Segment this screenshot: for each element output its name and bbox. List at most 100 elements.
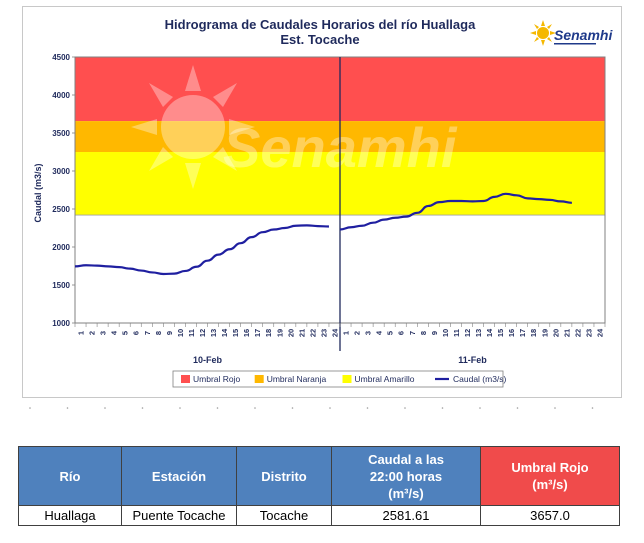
header-caudal-line3: (m³/s) [388, 485, 424, 501]
x-tick-label-0-7: 8 [154, 331, 163, 335]
x-tick-label-0-5: 6 [132, 331, 141, 335]
x-tick-label-0-3: 4 [110, 330, 119, 335]
header-distrito: Distrito [236, 446, 332, 506]
y-tick-label-2: 2000 [52, 243, 70, 252]
x-tick-label-1-23: 24 [595, 328, 604, 337]
x-tick-label-0-8: 9 [165, 331, 174, 335]
x-tick-label-0-19: 20 [286, 329, 295, 337]
header-estacion: Estación [121, 446, 237, 506]
hydrograph-chart: Hidrograma de Caudales Horarios del río … [33, 17, 613, 388]
x-tick-label-1-4: 5 [386, 331, 395, 335]
x-tick-label-0-9: 10 [176, 329, 185, 337]
header-caudal-line1: Caudal a las [368, 451, 444, 467]
x-tick-label-1-8: 9 [430, 331, 439, 335]
y-tick-label-7: 4500 [52, 53, 70, 62]
header-caudal-line2: 22:00 horas [369, 468, 443, 484]
separator-dot [104, 407, 106, 409]
x-tick-label-0-16: 17 [253, 329, 262, 337]
y-tick-label-1: 1500 [52, 281, 70, 290]
header-rio: Río [18, 446, 122, 506]
separator-dot [366, 407, 369, 409]
x-tick-label-1-13: 14 [485, 328, 494, 337]
x-tick-label-1-21: 22 [573, 329, 582, 337]
y-axis-ticks: 1000 1500 2000 2500 3000 3500 4000 4500 [52, 53, 75, 328]
y-tick-label-5: 3500 [52, 129, 70, 138]
x-tick-label-0-12: 13 [209, 329, 218, 337]
legend-label-2: Umbral Amarillo [355, 374, 415, 384]
y-tick-label-6: 4000 [52, 91, 70, 100]
x-axis-ticks: 1 2 3 4 5 6 7 8 9 10 11 12 13 14 15 16 17 18 19 20 21 22 23 24 1… [74, 323, 606, 337]
header-umbral-line2: (m³/s) [532, 477, 568, 492]
x-tick-label-0-20: 21 [297, 329, 306, 337]
x-axis-days: 10-Feb 11-Feb [193, 355, 487, 365]
watermark-sun-icon [131, 65, 255, 189]
x-tick-label-0-1: 2 [88, 331, 97, 335]
y-tick-label-4: 3000 [52, 167, 70, 176]
x-tick-label-0-4: 5 [121, 331, 130, 335]
header-umbral-line1: Umbral Rojo [511, 460, 589, 475]
separator-dot [554, 407, 556, 409]
x-tick-label-0-6: 7 [143, 331, 152, 335]
x-tick-label-0-22: 23 [319, 329, 328, 337]
chart-legend: Umbral Rojo Umbral Naranja Umbral Amarillo… [172, 370, 507, 388]
x-tick-label-1-7: 8 [419, 331, 428, 335]
cell-umbral: 3657.0 [480, 505, 620, 526]
x-tick-label-0-0: 1 [77, 331, 86, 335]
series-line-day2 [339, 192, 572, 231]
separator-dot [441, 407, 444, 409]
cell-caudal: 2581.61 [331, 505, 481, 526]
chart-title: Hidrograma de Caudales Horarios del río … [165, 17, 476, 32]
separator-dot [479, 407, 481, 409]
x-tick-label-0-21: 22 [308, 329, 317, 337]
table-header-row: Río Estación Distrito Caudal a las 22:00… [18, 446, 620, 506]
x-tick-label-1-16: 17 [518, 329, 527, 337]
x-tick-label-0-14: 15 [231, 329, 240, 337]
cell-rio: Huallaga [18, 505, 122, 526]
x-tick-label-1-17: 18 [529, 329, 538, 337]
day-label-1: 11-Feb [458, 355, 487, 365]
series-caudal [74, 192, 572, 276]
x-tick-label-1-12: 13 [474, 329, 483, 337]
y-tick-label-3: 2500 [52, 205, 70, 214]
x-tick-label-0-17: 18 [264, 329, 273, 337]
x-tick-label-1-18: 19 [540, 329, 549, 337]
legend-swatch-1 [254, 375, 264, 383]
legend-label-caudal: Caudal (m3/s) [453, 374, 507, 384]
y-axis-label: Caudal (m3/s) [33, 163, 43, 222]
x-tick-label-1-0: 1 [342, 331, 351, 335]
legend-swatch-2 [342, 375, 352, 383]
table-row: Huallaga Puente Tocache Tocache 2581.61 … [18, 505, 620, 526]
x-tick-label-1-20: 21 [562, 329, 571, 337]
separator-dot [29, 407, 31, 409]
cell-distrito: Tocache [236, 505, 332, 526]
x-tick-label-1-11: 12 [463, 329, 472, 337]
x-tick-label-1-5: 6 [397, 331, 406, 335]
series-line-day1 [74, 224, 329, 276]
x-tick-label-1-22: 23 [584, 329, 593, 337]
chart-subtitle: Est. Tocache [280, 32, 359, 47]
separator-dot [216, 407, 219, 409]
x-tick-label-0-15: 16 [242, 329, 251, 337]
separator-dot [179, 407, 181, 409]
sun-icon [530, 20, 556, 46]
station-info-table: Río Estación Distrito Caudal a las 22:00… [18, 446, 620, 526]
cell-estacion: Puente Tocache [121, 505, 237, 526]
x-tick-label-0-2: 3 [99, 331, 108, 335]
x-tick-label-1-19: 20 [551, 329, 560, 337]
x-tick-label-0-18: 19 [275, 329, 284, 337]
x-tick-label-0-11: 12 [198, 329, 207, 337]
x-tick-label-1-6: 7 [408, 331, 417, 335]
separator-dot [404, 407, 406, 409]
legend-swatch-0 [181, 375, 190, 383]
legend-label-0: Umbral Rojo [193, 374, 241, 384]
header-caudal: Caudal a las 22:00 horas (m³/s) [331, 446, 481, 506]
x-tick-label-1-14: 15 [496, 329, 505, 337]
separator-dot [254, 407, 256, 409]
logo-text: Senamhi [554, 27, 613, 43]
x-tick-label-1-9: 10 [441, 329, 450, 337]
x-tick-label-1-15: 16 [507, 329, 516, 337]
separator-dot [591, 407, 594, 409]
x-tick-label-1-10: 11 [452, 329, 461, 337]
separator-dot [329, 407, 331, 409]
header-umbral-rojo: Umbral Rojo (m³/s) [480, 446, 620, 506]
